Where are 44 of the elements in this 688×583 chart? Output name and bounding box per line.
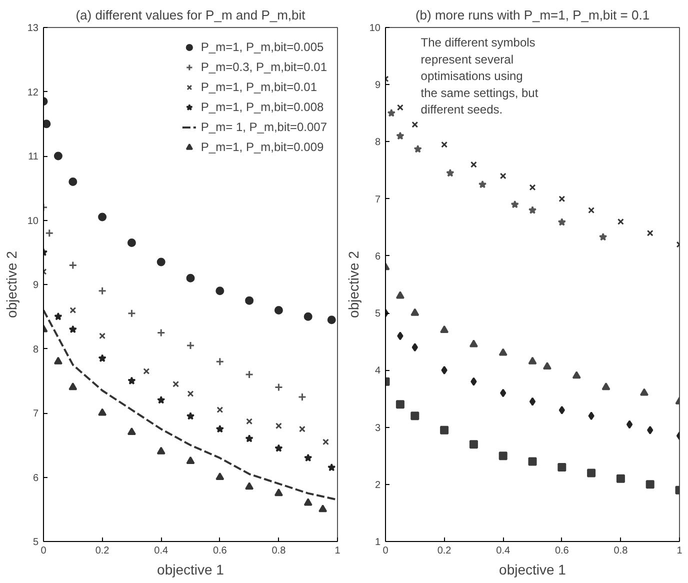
y-tick-label: 3 — [374, 422, 381, 434]
x-tick-label: 0.8 — [272, 546, 286, 556]
legend-label: P_m=1, P_m,bit=0.01 — [200, 80, 317, 94]
y-tick-label: 10 — [27, 216, 39, 227]
y-tick-label: 12 — [27, 87, 39, 98]
chart-title: (a) different values for P_m and P_m,bit — [76, 8, 306, 22]
x-tick-label: 0.6 — [554, 546, 570, 556]
x-axis-title: objective 1 — [499, 562, 566, 578]
x-tick-label: 0 — [40, 546, 47, 556]
y-tick-label: 9 — [374, 80, 381, 92]
x-tick-label: 1 — [334, 546, 341, 556]
x-tick-label: 0.2 — [437, 546, 452, 556]
y-tick-label: 11 — [28, 152, 39, 162]
y-tick-label: 9 — [32, 280, 39, 291]
y-tick-label: 5 — [374, 308, 381, 320]
y-tick-label: 2 — [374, 480, 381, 491]
x-tick-label: 0.6 — [212, 546, 228, 556]
x-tick-label: 0.2 — [95, 546, 110, 556]
y-tick-label: 8 — [32, 344, 39, 356]
legend-label: P_m= 1, P_m,bit=0.007 — [200, 120, 327, 134]
y-tick-label: 7 — [32, 408, 39, 420]
x-tick-label: 0.8 — [614, 546, 628, 556]
y-tick-label: 10 — [369, 23, 381, 34]
x-tick-label: 0.4 — [496, 546, 510, 556]
y-axis-title: objective 2 — [345, 250, 362, 318]
y-tick-label: 4 — [374, 366, 381, 377]
x-axis-title: objective 1 — [157, 562, 224, 578]
y-tick-label: 13 — [27, 23, 39, 34]
legend-label: P_m=1, P_m,bit=0.009 — [200, 140, 324, 154]
y-axis-title: objective 2 — [3, 250, 20, 318]
y-tick-label: 6 — [32, 472, 39, 484]
y-tick-label: 8 — [374, 137, 381, 148]
x-tick-label: 0.4 — [154, 546, 168, 556]
chart-title: (b) more runs with P_m=1, P_m,bit = 0.1 — [415, 8, 650, 22]
x-tick-label: 0 — [382, 546, 389, 556]
legend-label: P_m=1, P_m,bit=0.005 — [200, 40, 324, 54]
y-tick-label: 6 — [374, 251, 381, 262]
y-tick-label: 1 — [374, 537, 381, 548]
annotation: The different symbols represent several optimisations using the same settings, but different seeds. — [420, 36, 539, 117]
legend-label: P_m=1, P_m,bit=0.008 — [200, 100, 324, 114]
x-tick-label: 1 — [676, 546, 683, 556]
y-tick-label: 7 — [374, 194, 381, 206]
y-tick-label: 5 — [32, 537, 39, 548]
legend-label: P_m=0.3, P_m,bit=0.01 — [200, 60, 327, 74]
